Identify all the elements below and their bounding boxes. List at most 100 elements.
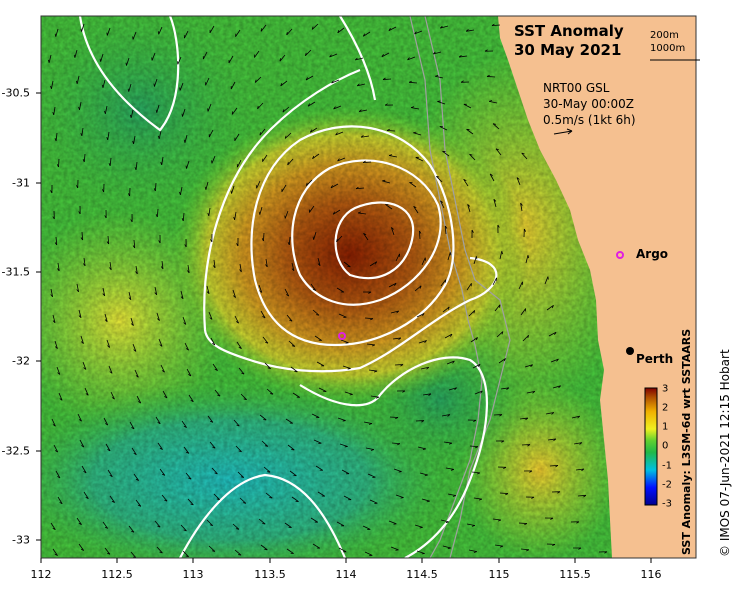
current-vector-head bbox=[372, 344, 376, 347]
current-vector-head bbox=[475, 446, 479, 449]
current-vector-head bbox=[157, 318, 160, 321]
current-vector-head bbox=[604, 551, 608, 554]
current-vector bbox=[419, 472, 428, 476]
current-vector-head bbox=[259, 290, 263, 293]
current-vector-head bbox=[473, 551, 477, 553]
current-vector-head bbox=[160, 266, 164, 270]
current-vector-head bbox=[330, 185, 333, 189]
current-vector bbox=[179, 82, 184, 91]
current-vector-head bbox=[134, 167, 137, 171]
current-vector-head bbox=[104, 110, 106, 114]
current-vector-head bbox=[54, 553, 58, 556]
current-vector bbox=[418, 230, 421, 240]
current-vector-head bbox=[47, 59, 50, 63]
current-vector bbox=[549, 464, 559, 467]
current-vector bbox=[336, 521, 345, 527]
current-vector bbox=[58, 392, 63, 401]
current-vector bbox=[338, 547, 347, 553]
current-vector bbox=[180, 186, 183, 195]
current-vector bbox=[516, 177, 521, 186]
current-vector-head bbox=[447, 414, 451, 417]
info-box: NRT00 GSL 30-May 00:00Z 0.5m/s (1kt 6h) bbox=[543, 80, 636, 128]
current-vector bbox=[367, 473, 376, 478]
current-vector-head bbox=[527, 444, 531, 447]
current-vector bbox=[235, 445, 242, 453]
current-vector-head bbox=[360, 135, 364, 138]
current-vector bbox=[130, 317, 134, 326]
current-vector bbox=[159, 468, 166, 476]
current-vector bbox=[259, 128, 266, 136]
current-vector-head bbox=[54, 33, 57, 37]
current-vector bbox=[131, 447, 137, 455]
current-vector bbox=[362, 161, 372, 164]
current-vector bbox=[466, 128, 474, 135]
current-vector bbox=[185, 472, 192, 480]
current-vector bbox=[108, 365, 113, 374]
current-vector bbox=[156, 208, 159, 218]
current-vector bbox=[182, 212, 185, 222]
current-vector bbox=[368, 369, 377, 372]
current-vector-head bbox=[436, 175, 440, 178]
current-vector-head bbox=[556, 358, 559, 362]
current-vector-head bbox=[54, 138, 57, 142]
current-vector-head bbox=[498, 519, 502, 522]
current-vector-head bbox=[503, 358, 506, 362]
current-vector-head bbox=[135, 375, 139, 378]
current-vector-head bbox=[422, 448, 426, 451]
current-vector bbox=[489, 173, 495, 182]
current-vector-head bbox=[305, 52, 307, 56]
current-vector bbox=[237, 471, 245, 478]
current-vector-head bbox=[527, 255, 530, 259]
current-vector bbox=[238, 367, 245, 375]
current-vector-head bbox=[155, 109, 158, 113]
current-vector bbox=[155, 416, 161, 424]
current-vector bbox=[413, 206, 419, 214]
current-vector bbox=[447, 252, 451, 261]
x-tick-label: 115 bbox=[488, 568, 510, 581]
current-vector bbox=[421, 498, 430, 502]
current-vector bbox=[337, 157, 346, 162]
current-vector-head bbox=[181, 113, 183, 117]
current-vector-head bbox=[577, 415, 581, 419]
current-vector bbox=[135, 499, 142, 507]
current-vector-head bbox=[526, 549, 530, 552]
current-vector-head bbox=[354, 57, 358, 61]
current-vector bbox=[235, 29, 241, 37]
current-vector bbox=[212, 363, 218, 371]
current-vector bbox=[436, 176, 443, 183]
current-vector-head bbox=[187, 270, 190, 274]
current-vector bbox=[237, 159, 242, 168]
current-vector-head bbox=[579, 442, 583, 445]
current-vector-head bbox=[493, 199, 497, 202]
current-vector-head bbox=[363, 233, 367, 236]
current-vector bbox=[78, 309, 82, 318]
current-vector bbox=[525, 255, 529, 264]
current-vector-head bbox=[183, 139, 186, 143]
current-vector bbox=[437, 101, 446, 105]
current-vector bbox=[104, 313, 108, 322]
current-vector bbox=[232, 523, 240, 530]
current-vector-head bbox=[291, 345, 295, 347]
current-vector-head bbox=[80, 28, 82, 32]
current-vector bbox=[286, 28, 293, 36]
current-vector-head bbox=[138, 401, 142, 404]
current-vector-head bbox=[211, 550, 215, 552]
current-vector-head bbox=[400, 364, 404, 367]
current-vector-head bbox=[358, 109, 362, 112]
current-vector-head bbox=[287, 161, 289, 166]
current-vector-head bbox=[389, 154, 393, 156]
current-vector-head bbox=[269, 497, 273, 499]
perth-marker bbox=[626, 347, 634, 355]
current-vector bbox=[107, 131, 110, 140]
current-vector-head bbox=[132, 140, 134, 144]
current-vector bbox=[496, 331, 504, 338]
current-vector-head bbox=[131, 427, 135, 430]
current-vector-head bbox=[212, 343, 216, 346]
current-vector bbox=[473, 256, 477, 265]
current-vector bbox=[183, 446, 190, 454]
current-vector bbox=[307, 101, 316, 107]
current-vector bbox=[339, 443, 348, 447]
current-vector-head bbox=[241, 372, 245, 375]
current-vector-head bbox=[243, 398, 247, 401]
